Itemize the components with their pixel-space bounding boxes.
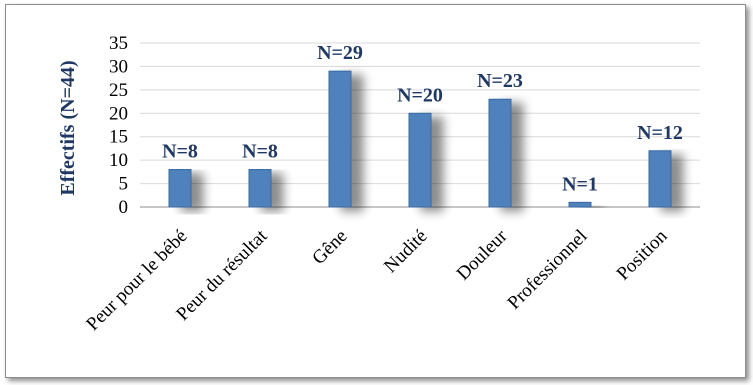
data-label: N=1 xyxy=(562,173,598,195)
bar xyxy=(408,112,432,208)
bar xyxy=(648,150,672,208)
y-tick-label: 30 xyxy=(109,56,128,77)
data-label: N=29 xyxy=(317,42,363,64)
data-label: N=12 xyxy=(637,122,683,144)
category-label: Position xyxy=(613,225,672,284)
category-label: Gêne xyxy=(308,226,351,269)
y-tick-label: 20 xyxy=(109,103,128,124)
category-label: Professionnel xyxy=(504,226,592,314)
bars xyxy=(168,70,672,208)
bar xyxy=(168,169,192,208)
data-label: N=8 xyxy=(242,141,278,163)
bar xyxy=(328,70,352,208)
category-label: Douleur xyxy=(453,225,512,284)
category-label: Nudité xyxy=(380,226,431,277)
bar xyxy=(488,98,512,208)
category-label: Peur pour le bébé xyxy=(82,226,191,335)
y-tick-label: 15 xyxy=(109,127,128,148)
y-tick-label: 0 xyxy=(119,197,129,218)
bar xyxy=(568,201,592,208)
data-label: N=23 xyxy=(477,70,523,92)
y-tick-label: 5 xyxy=(119,174,129,195)
data-labels: N=8 N=8 N=29 N=20 N=23 N=1 N=12 xyxy=(162,42,683,195)
y-tick-label: 10 xyxy=(109,150,128,171)
data-label: N=20 xyxy=(397,84,443,106)
y-axis-label: Effectifs (N=44) xyxy=(57,60,79,195)
data-label: N=8 xyxy=(162,141,198,163)
y-tick-label: 25 xyxy=(109,80,128,101)
y-tick-label: 35 xyxy=(109,33,128,54)
bar xyxy=(248,169,272,208)
